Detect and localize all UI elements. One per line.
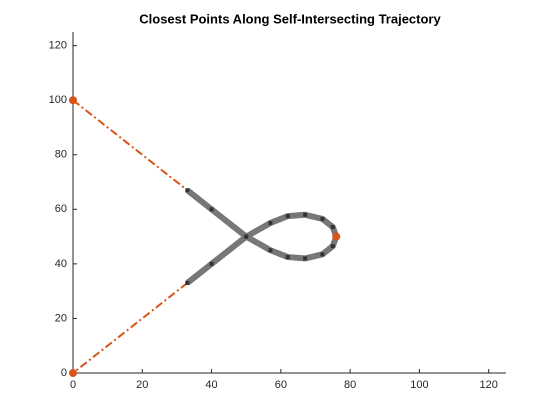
point-marker: [320, 252, 325, 257]
y-tick-label: 40: [55, 258, 67, 270]
point-marker: [185, 280, 190, 285]
point-marker: [320, 216, 325, 221]
point-marker: [330, 225, 335, 230]
y-tick-label: 60: [55, 203, 67, 215]
y-tick-label: 20: [55, 312, 67, 324]
chart-title: Closest Points Along Self-Intersecting T…: [139, 11, 441, 26]
x-tick-label: 120: [480, 379, 498, 391]
point-marker: [303, 256, 308, 261]
point-marker: [285, 255, 290, 260]
point-marker: [332, 232, 341, 241]
point-marker: [244, 234, 249, 239]
y-tick-label: 0: [61, 367, 67, 379]
point-marker: [303, 212, 308, 217]
y-tick-label: 120: [49, 40, 67, 52]
point-marker: [330, 244, 335, 249]
point-marker: [268, 248, 273, 253]
y-tick-label: 80: [55, 149, 67, 161]
x-tick-label: 100: [410, 379, 428, 391]
y-tick-label: 100: [49, 94, 67, 106]
point-marker: [285, 214, 290, 219]
point-marker: [209, 261, 214, 266]
x-tick-label: 0: [70, 379, 76, 391]
x-tick-label: 40: [205, 379, 217, 391]
point-marker: [69, 369, 77, 377]
point-marker: [209, 207, 214, 212]
point-marker: [268, 220, 273, 225]
point-marker: [69, 96, 77, 105]
x-tick-label: 60: [275, 379, 287, 391]
point-marker: [185, 188, 190, 193]
x-tick-label: 80: [344, 379, 356, 391]
x-tick-label: 20: [136, 379, 148, 391]
